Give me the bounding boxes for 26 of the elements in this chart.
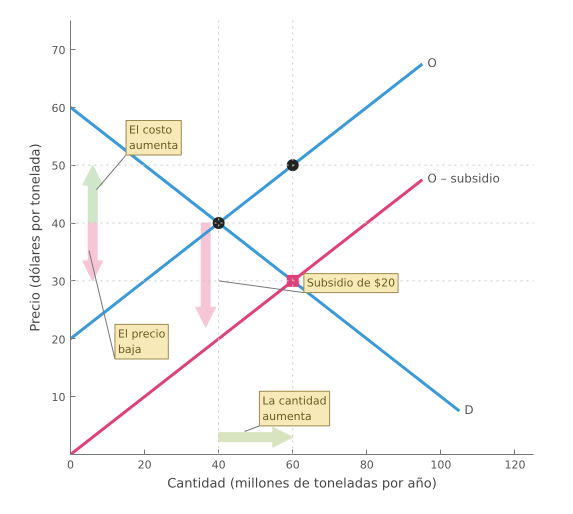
y-tick-label: 40: [52, 218, 66, 231]
y-tick-label: 60: [52, 102, 66, 115]
annotation: Subsidio de $20: [306, 276, 396, 290]
y-axis-title: Precio (dólares por tonelada): [28, 143, 44, 332]
y-tick-label: 20: [52, 333, 66, 346]
annotation: El precio baja: [118, 327, 166, 356]
series-label: O: [427, 56, 437, 70]
y-tick-label: 70: [52, 44, 66, 57]
annotation: El costo aumenta: [129, 123, 178, 152]
x-tick-label: 100: [430, 458, 452, 472]
point: [286, 159, 299, 172]
series-label: D: [464, 403, 474, 418]
x-tick-label: 80: [360, 458, 374, 472]
y-tick-label: 50: [52, 160, 66, 173]
x-tick-label: 60: [286, 458, 300, 472]
x-axis-title: Cantidad (millones de toneladas por año): [167, 476, 437, 492]
y-tick-label: 10: [52, 391, 66, 404]
x-tick-label: 0: [67, 458, 74, 472]
x-tick-label: 20: [138, 458, 152, 472]
point: [212, 217, 225, 230]
annotation: La cantidad aumenta: [262, 394, 327, 423]
y-tick-label: 30: [52, 275, 66, 288]
point: [286, 274, 299, 287]
x-tick-label: 120: [504, 458, 526, 472]
x-tick-label: 40: [212, 458, 226, 472]
series-label: O – subsidio: [427, 172, 500, 186]
